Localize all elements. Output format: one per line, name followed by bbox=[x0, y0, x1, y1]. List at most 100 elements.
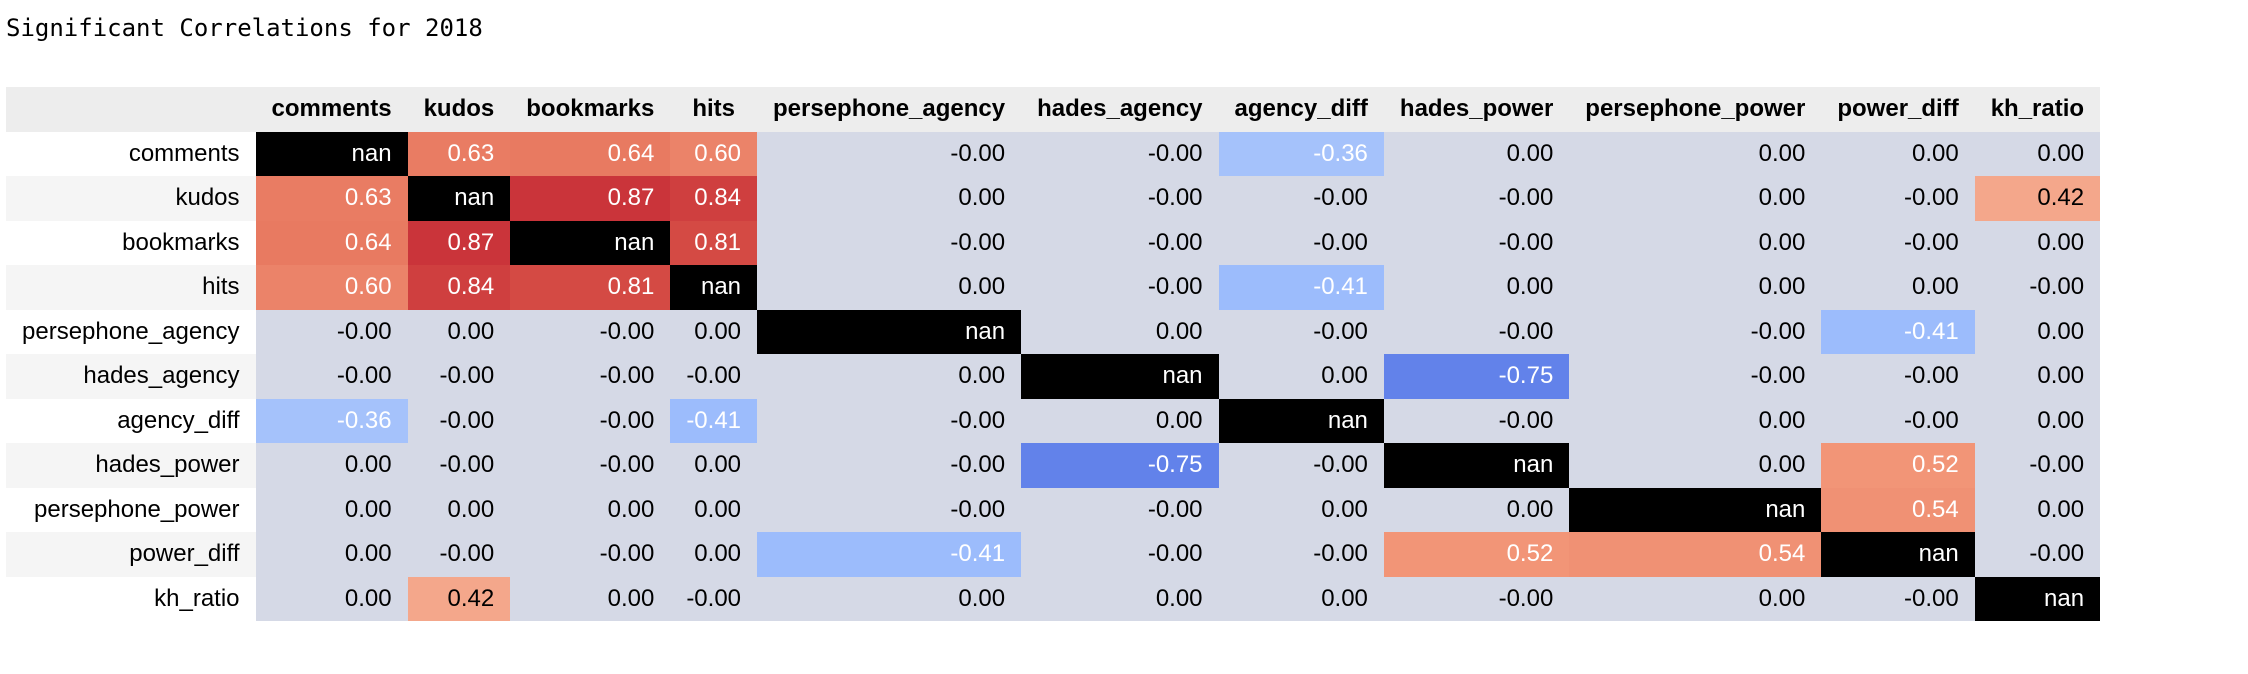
heatmap-row: kudos 0.63 nan 0.87 0.84 0.00 -0.00 -0.00 -0.00 0… bbox=[6, 176, 2101, 221]
heatmap-cell-bookmarks-persephone-agency: -0.00 bbox=[757, 220, 1022, 265]
row-label-comments: comments bbox=[6, 131, 256, 176]
heatmap-cell-persephone-agency-agency-diff: -0.00 bbox=[1218, 309, 1384, 354]
heatmap-row: persephone_power 0.00 0.00 0.00 0.00 -0.00 -0.… bbox=[6, 487, 2101, 532]
heatmap-cell-persephone-agency-hades-agency: 0.00 bbox=[1021, 309, 1219, 354]
heatmap-cell-kh-ratio-agency-diff: 0.00 bbox=[1218, 576, 1384, 621]
heatmap-cell-hits-bookmarks: 0.81 bbox=[510, 265, 671, 310]
heatmap-cell-persephone-power-bookmarks: 0.00 bbox=[510, 487, 671, 532]
heatmap-cell-hades-power-hades-agency: -0.75 bbox=[1021, 443, 1219, 488]
heatmap-cell-power-diff-persephone-agency: -0.41 bbox=[757, 532, 1022, 577]
row-label-hades-agency: hades_agency bbox=[6, 354, 256, 399]
heatmap-cell-kudos-bookmarks: 0.87 bbox=[510, 176, 671, 221]
heatmap-cell-persephone-power-hades-agency: -0.00 bbox=[1021, 487, 1219, 532]
heatmap-cell-hades-power-hades-power: nan bbox=[1383, 443, 1570, 488]
heatmap-cell-hades-power-comments: 0.00 bbox=[255, 443, 408, 488]
heatmap-cell-persephone-power-kudos: 0.00 bbox=[407, 487, 511, 532]
heatmap-cell-hades-power-kudos: -0.00 bbox=[407, 443, 511, 488]
heatmap-cell-persephone-power-hits: 0.00 bbox=[670, 487, 758, 532]
heatmap-cell-comments-persephone-agency: -0.00 bbox=[757, 131, 1022, 176]
heatmap-cell-bookmarks-hits: 0.81 bbox=[670, 220, 758, 265]
heatmap-cell-kudos-hades-power: -0.00 bbox=[1383, 176, 1570, 221]
heatmap-cell-persephone-agency-persephone-power: -0.00 bbox=[1569, 309, 1822, 354]
heatmap-cell-bookmarks-persephone-power: 0.00 bbox=[1569, 220, 1822, 265]
heatmap-cell-hades-agency-hades-power: -0.75 bbox=[1383, 354, 1570, 399]
heatmap-cell-power-diff-kudos: -0.00 bbox=[407, 532, 511, 577]
heatmap-cell-agency-diff-agency-diff: nan bbox=[1218, 398, 1384, 443]
heatmap-cell-persephone-power-persephone-agency: -0.00 bbox=[757, 487, 1022, 532]
heatmap-cell-power-diff-comments: 0.00 bbox=[255, 532, 408, 577]
heatmap-cell-kh-ratio-hades-agency: 0.00 bbox=[1021, 576, 1219, 621]
heatmap-cell-power-diff-hits: 0.00 bbox=[670, 532, 758, 577]
heatmap-cell-kudos-power-diff: -0.00 bbox=[1821, 176, 1975, 221]
column-header-persephone-agency: persephone_agency bbox=[757, 87, 1022, 132]
heatmap-cell-persephone-power-comments: 0.00 bbox=[255, 487, 408, 532]
heatmap-cell-hades-power-agency-diff: -0.00 bbox=[1218, 443, 1384, 488]
heatmap-cell-persephone-agency-bookmarks: -0.00 bbox=[510, 309, 671, 354]
heatmap-cell-hits-comments: 0.60 bbox=[255, 265, 408, 310]
heatmap-cell-hits-hits: nan bbox=[670, 265, 758, 310]
heatmap-cell-hits-hades-power: 0.00 bbox=[1383, 265, 1570, 310]
heatmap-cell-kh-ratio-kudos: 0.42 bbox=[407, 576, 511, 621]
heatmap-cell-comments-hades-agency: -0.00 bbox=[1021, 131, 1219, 176]
column-header-hades-agency: hades_agency bbox=[1021, 87, 1219, 132]
heatmap-cell-power-diff-persephone-power: 0.54 bbox=[1569, 532, 1822, 577]
heatmap-cell-hades-power-bookmarks: -0.00 bbox=[510, 443, 671, 488]
heatmap-cell-hades-agency-persephone-power: -0.00 bbox=[1569, 354, 1822, 399]
heatmap-cell-hades-power-hits: 0.00 bbox=[670, 443, 758, 488]
heatmap-cell-persephone-power-hades-power: 0.00 bbox=[1383, 487, 1570, 532]
row-label-power-diff: power_diff bbox=[6, 532, 256, 577]
heatmap-cell-persephone-agency-comments: -0.00 bbox=[255, 309, 408, 354]
heatmap-cell-power-diff-power-diff: nan bbox=[1821, 532, 1975, 577]
heatmap-cell-hades-agency-hits: -0.00 bbox=[670, 354, 758, 399]
heatmap-cell-hades-power-kh-ratio: -0.00 bbox=[1974, 443, 2101, 488]
correlation-heatmap-table: comments kudos bookmarks hits persephone_age… bbox=[6, 87, 2101, 621]
heatmap-cell-agency-diff-hits: -0.41 bbox=[670, 398, 758, 443]
heatmap-cell-kh-ratio-power-diff: -0.00 bbox=[1821, 576, 1975, 621]
heatmap-row: kh_ratio 0.00 0.42 0.00 -0.00 0.00 0.00 0.00 -0.… bbox=[6, 576, 2101, 621]
heatmap-cell-hades-power-persephone-power: 0.00 bbox=[1569, 443, 1822, 488]
chart-title: Significant Correlations for 2018 bbox=[6, 14, 483, 42]
heatmap-cell-hades-agency-kudos: -0.00 bbox=[407, 354, 511, 399]
heatmap-row: bookmarks 0.64 0.87 nan 0.81 -0.00 -0.00 -0.00-… bbox=[6, 220, 2101, 265]
heatmap-row: hades_power 0.00 -0.00 -0.00 0.00 -0.00 -0.75-… bbox=[6, 443, 2101, 488]
heatmap-cell-persephone-power-power-diff: 0.54 bbox=[1821, 487, 1975, 532]
heatmap-cell-agency-diff-bookmarks: -0.00 bbox=[510, 398, 671, 443]
row-label-persephone-power: persephone_power bbox=[6, 487, 256, 532]
heatmap-cell-comments-agency-diff: -0.36 bbox=[1218, 131, 1384, 176]
heatmap-cell-hades-agency-hades-agency: nan bbox=[1021, 354, 1219, 399]
heatmap-cell-agency-diff-kh-ratio: 0.00 bbox=[1974, 398, 2101, 443]
heatmap-cell-hits-agency-diff: -0.41 bbox=[1218, 265, 1384, 310]
heatmap-cell-comments-power-diff: 0.00 bbox=[1821, 131, 1975, 176]
heatmap-row: comments nan 0.63 0.64 0.60 -0.00 -0.00 -0.36 0.… bbox=[6, 131, 2101, 176]
heatmap-cell-hades-agency-comments: -0.00 bbox=[255, 354, 408, 399]
column-header-kh-ratio: kh_ratio bbox=[1974, 87, 2101, 132]
column-header-hades-power: hades_power bbox=[1383, 87, 1570, 132]
heatmap-cell-persephone-agency-hades-power: -0.00 bbox=[1383, 309, 1570, 354]
heatmap-cell-persephone-agency-persephone-agency: nan bbox=[757, 309, 1022, 354]
heatmap-row: hits 0.60 0.84 0.81 nan 0.00 -0.00 -0.41 0.00 0.0… bbox=[6, 265, 2101, 310]
heatmap-cell-persephone-agency-kudos: 0.00 bbox=[407, 309, 511, 354]
heatmap-cell-kh-ratio-persephone-agency: 0.00 bbox=[757, 576, 1022, 621]
heatmap-cell-comments-bookmarks: 0.64 bbox=[510, 131, 671, 176]
heatmap-cell-kh-ratio-comments: 0.00 bbox=[255, 576, 408, 621]
heatmap-row: persephone_agency -0.00 0.00 -0.00 0.00 nan 0.… bbox=[6, 309, 2101, 354]
heatmap-cell-bookmarks-hades-power: -0.00 bbox=[1383, 220, 1570, 265]
heatmap-cell-hits-persephone-power: 0.00 bbox=[1569, 265, 1822, 310]
heatmap-cell-hits-kudos: 0.84 bbox=[407, 265, 511, 310]
heatmap-cell-agency-diff-comments: -0.36 bbox=[255, 398, 408, 443]
heatmap-cell-persephone-power-agency-diff: 0.00 bbox=[1218, 487, 1384, 532]
heatmap-cell-comments-persephone-power: 0.00 bbox=[1569, 131, 1822, 176]
heatmap-cell-kudos-hits: 0.84 bbox=[670, 176, 758, 221]
heatmap-cell-hades-agency-power-diff: -0.00 bbox=[1821, 354, 1975, 399]
heatmap-cell-kudos-kh-ratio: 0.42 bbox=[1974, 176, 2101, 221]
heatmap-cell-bookmarks-hades-agency: -0.00 bbox=[1021, 220, 1219, 265]
column-header-bookmarks: bookmarks bbox=[510, 87, 671, 132]
column-header-hits: hits bbox=[670, 87, 758, 132]
column-header-power-diff: power_diff bbox=[1821, 87, 1975, 132]
row-label-persephone-agency: persephone_agency bbox=[6, 309, 256, 354]
heatmap-cell-power-diff-bookmarks: -0.00 bbox=[510, 532, 671, 577]
heatmap-cell-bookmarks-kudos: 0.87 bbox=[407, 220, 511, 265]
heatmap-cell-persephone-power-persephone-power: nan bbox=[1569, 487, 1822, 532]
column-header-comments: comments bbox=[255, 87, 408, 132]
heatmap-cell-bookmarks-bookmarks: nan bbox=[510, 220, 671, 265]
